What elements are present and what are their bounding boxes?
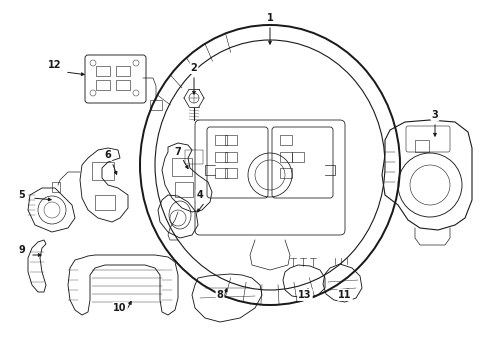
- Bar: [292, 152, 304, 162]
- Bar: [116, 80, 130, 90]
- Text: 1: 1: [267, 13, 273, 23]
- Text: 6: 6: [105, 150, 111, 160]
- Text: 13: 13: [298, 290, 312, 300]
- Bar: [175, 182, 193, 197]
- Bar: [225, 135, 237, 145]
- Bar: [225, 152, 237, 162]
- Bar: [225, 168, 237, 178]
- Bar: [116, 66, 130, 76]
- Text: 9: 9: [19, 245, 25, 255]
- Bar: [172, 158, 192, 176]
- Bar: [215, 152, 227, 162]
- Text: 8: 8: [217, 290, 223, 300]
- Bar: [150, 100, 162, 110]
- Text: 12: 12: [48, 60, 62, 70]
- Bar: [415, 140, 429, 152]
- Text: 4: 4: [196, 190, 203, 200]
- Text: 5: 5: [19, 190, 25, 200]
- Bar: [215, 168, 227, 178]
- Text: 2: 2: [191, 63, 197, 73]
- Bar: [280, 135, 292, 145]
- Bar: [185, 150, 203, 164]
- Text: 11: 11: [338, 290, 352, 300]
- Bar: [215, 135, 227, 145]
- Bar: [280, 152, 292, 162]
- Bar: [52, 182, 60, 192]
- Bar: [92, 162, 114, 180]
- Text: 3: 3: [432, 110, 439, 120]
- Text: 10: 10: [113, 303, 127, 313]
- Bar: [280, 168, 292, 178]
- Bar: [96, 66, 110, 76]
- Bar: [96, 80, 110, 90]
- Bar: [95, 195, 115, 210]
- Text: 7: 7: [174, 147, 181, 157]
